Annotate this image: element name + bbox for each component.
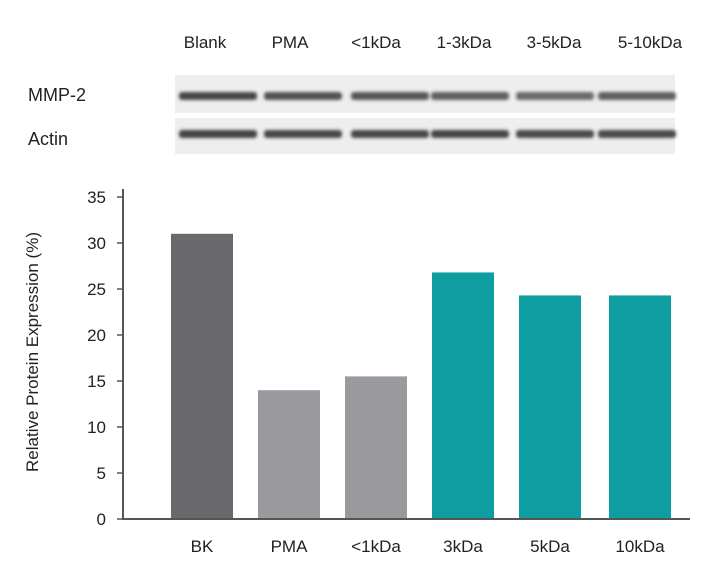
y-tick-label: 25 bbox=[87, 280, 106, 299]
y-tick-label: 20 bbox=[87, 326, 106, 345]
blot-band bbox=[598, 92, 676, 100]
lane-label: <1kDa bbox=[351, 33, 401, 52]
blot-lane-labels: Blank PMA <1kDa 1-3kDa 3-5kDa 5-10kDa bbox=[184, 33, 683, 52]
y-axis-title: Relative Protein Expression (%) bbox=[23, 232, 42, 472]
x-category-label: 3kDa bbox=[443, 537, 483, 556]
blot-bands bbox=[179, 92, 676, 138]
bar bbox=[519, 295, 581, 519]
blot-band bbox=[179, 92, 257, 100]
western-blot: Blank PMA <1kDa 1-3kDa 3-5kDa 5-10kDa MM… bbox=[28, 33, 683, 154]
x-axis-labels: BK PMA <1kDa 3kDa 5kDa 10kDa bbox=[191, 537, 665, 556]
bar bbox=[171, 233, 233, 520]
x-category-label: BK bbox=[191, 537, 214, 556]
bar bbox=[345, 376, 407, 519]
lane-label: Blank bbox=[184, 33, 227, 52]
bar-chart: Relative Protein Expression (%) 0 5 10 15 20… bbox=[23, 188, 690, 556]
y-tick-label: 5 bbox=[97, 464, 106, 483]
blot-band bbox=[351, 130, 429, 138]
lane-label: 3-5kDa bbox=[527, 33, 582, 52]
y-tick-label: 10 bbox=[87, 418, 106, 437]
blot-band bbox=[351, 92, 429, 100]
blot-row-label-actin: Actin bbox=[28, 129, 68, 149]
x-category-label: 10kDa bbox=[615, 537, 665, 556]
bar bbox=[609, 295, 671, 519]
y-tick-label: 0 bbox=[97, 510, 106, 529]
x-category-label: PMA bbox=[271, 537, 309, 556]
y-tick-label: 30 bbox=[87, 234, 106, 253]
blot-row-label-mmp2: MMP-2 bbox=[28, 85, 86, 105]
blot-band bbox=[431, 130, 509, 138]
blot-band bbox=[516, 92, 594, 100]
blot-band bbox=[516, 130, 594, 138]
blot-band bbox=[264, 92, 342, 100]
y-axis-ticks: 0 5 10 15 20 25 30 35 bbox=[87, 188, 123, 529]
blot-band bbox=[179, 130, 257, 138]
bar bbox=[258, 390, 320, 519]
blot-band bbox=[264, 130, 342, 138]
y-tick-label: 35 bbox=[87, 188, 106, 207]
lane-label: 5-10kDa bbox=[618, 33, 683, 52]
y-tick-label: 15 bbox=[87, 372, 106, 391]
blot-band bbox=[598, 130, 676, 138]
blot-band bbox=[431, 92, 509, 100]
bars bbox=[171, 233, 671, 520]
lane-label: PMA bbox=[272, 33, 310, 52]
x-category-label: <1kDa bbox=[351, 537, 401, 556]
x-category-label: 5kDa bbox=[530, 537, 570, 556]
bar bbox=[432, 272, 494, 519]
lane-label: 1-3kDa bbox=[437, 33, 492, 52]
